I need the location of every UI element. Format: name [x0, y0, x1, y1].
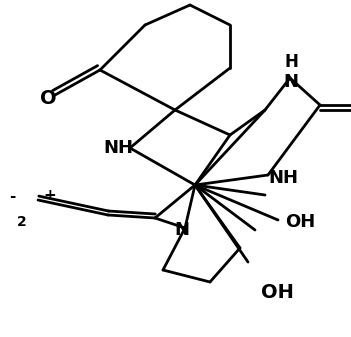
Text: H: H: [284, 53, 298, 71]
Text: OH: OH: [285, 213, 315, 231]
Text: -: -: [9, 189, 15, 205]
Text: NH: NH: [103, 139, 133, 157]
Text: N: N: [174, 221, 190, 239]
Text: 2: 2: [17, 215, 27, 229]
Text: O: O: [40, 89, 56, 108]
Text: OH: OH: [260, 283, 293, 303]
Text: N: N: [284, 73, 298, 91]
Text: +: +: [44, 188, 57, 204]
Text: NH: NH: [268, 169, 298, 187]
